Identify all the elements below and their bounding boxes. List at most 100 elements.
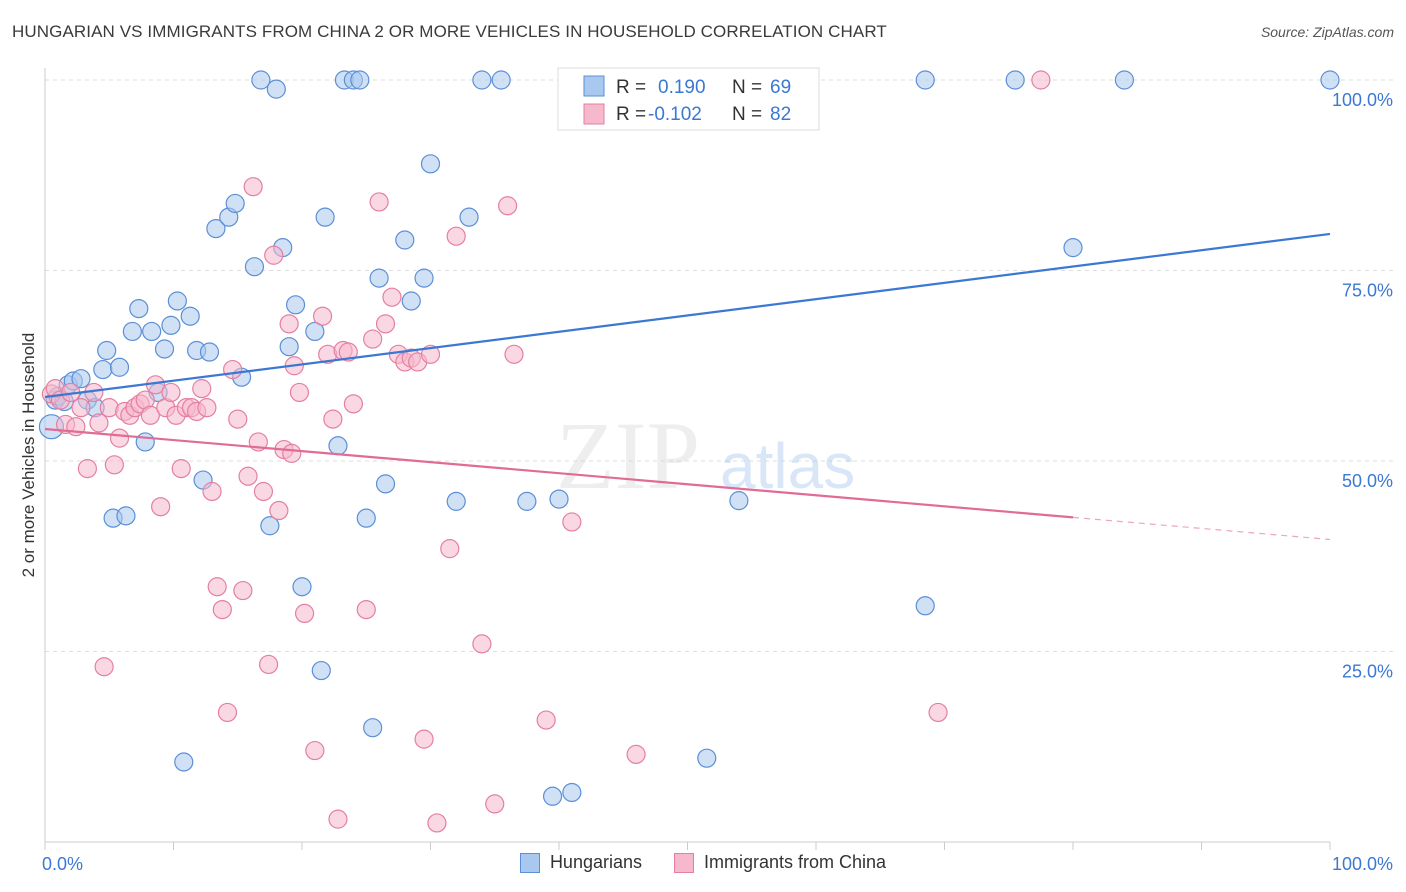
china-point-38 xyxy=(238,466,258,486)
hungarian-point-69 xyxy=(1320,70,1340,90)
china-point-25 xyxy=(171,459,191,479)
china-point-41 xyxy=(253,481,274,502)
hungarian-point-34 xyxy=(266,79,286,99)
hungarian-point-66 xyxy=(1005,70,1025,90)
hungarian-point-62 xyxy=(697,748,717,768)
china-point-76 xyxy=(536,710,556,730)
tick-labels: 25.0% 50.0% 75.0% 100.0% 0.0% 100.0% xyxy=(42,90,1393,874)
hungarian-point-39 xyxy=(305,321,325,342)
source-label: Source: ZipAtlas.com xyxy=(1260,24,1394,40)
china-point-12 xyxy=(104,455,124,475)
china-point-72 xyxy=(472,634,492,654)
x-tick-label-min: 0.0% xyxy=(42,854,83,874)
y-tick-label-2: 75.0% xyxy=(1342,281,1393,301)
legend-bottom: Hungarians Immigrants from China xyxy=(0,852,1406,873)
legend-r-label-2: R = xyxy=(616,104,646,125)
china-point-78 xyxy=(626,744,646,764)
china-point-13 xyxy=(109,428,130,448)
legend-swatch-pink xyxy=(583,103,605,125)
china-point-69 xyxy=(427,813,447,833)
hungarian-point-17 xyxy=(142,321,162,342)
legend-r-value-1: 0.190 xyxy=(658,77,706,98)
china-point-75 xyxy=(504,344,524,364)
china-point-77 xyxy=(562,512,582,532)
china-point-6 xyxy=(71,398,91,418)
china-point-61 xyxy=(375,314,396,334)
trend-line-1-dashed xyxy=(1072,516,1331,541)
china-point-42 xyxy=(258,654,279,675)
china-point-58 xyxy=(356,599,376,620)
hungarian-point-26 xyxy=(199,342,220,362)
china-point-73 xyxy=(485,794,505,814)
china-point-36 xyxy=(228,409,248,429)
hungarian-point-31 xyxy=(244,257,265,277)
china-point-57 xyxy=(343,394,363,414)
china-point-79 xyxy=(928,702,948,723)
china-point-50 xyxy=(305,740,325,761)
hungarian-point-42 xyxy=(328,436,348,456)
y-tick-label-0: 25.0% xyxy=(1342,662,1393,682)
legend-item-hungarians: Hungarians xyxy=(519,852,642,873)
hungarian-point-14 xyxy=(122,321,142,342)
hungarian-point-20 xyxy=(161,315,181,335)
y-tick-label-1: 50.0% xyxy=(1342,471,1393,491)
legend-r-value-2: -0.102 xyxy=(648,104,702,125)
china-point-34 xyxy=(217,702,238,723)
legend-top: R = 0.190 N = 69 R = -0.102 N = 82 xyxy=(557,67,820,131)
china-point-37 xyxy=(233,580,253,601)
hungarian-point-67 xyxy=(1063,238,1083,258)
hungarian-point-38 xyxy=(292,577,312,597)
hungarian-point-54 xyxy=(446,491,466,511)
china-point-71 xyxy=(446,226,466,246)
hungarian-point-64 xyxy=(915,596,935,616)
watermark-zip: ZIP xyxy=(556,402,700,509)
hungarian-point-56 xyxy=(472,70,492,90)
china-point-46 xyxy=(279,314,299,334)
hungarian-point-33 xyxy=(260,516,280,536)
hungarian-point-46 xyxy=(356,508,376,528)
hungarian-point-41 xyxy=(315,207,335,227)
china-point-67 xyxy=(414,729,434,749)
hungarian-point-48 xyxy=(369,268,389,288)
china-point-23 xyxy=(161,382,181,403)
china-point-56 xyxy=(338,342,358,362)
china-point-81 xyxy=(282,443,302,463)
legend-r-label-1: R = xyxy=(616,77,646,98)
china-point-19 xyxy=(140,405,160,425)
hungarian-point-6 xyxy=(71,369,91,389)
hungarian-point-22 xyxy=(174,752,194,772)
hungarian-point-36 xyxy=(279,337,299,357)
china-point-39 xyxy=(243,177,263,197)
legend-swatch-hungarians xyxy=(519,852,540,873)
hungarian-point-65 xyxy=(915,70,935,90)
china-point-74 xyxy=(498,196,518,216)
hungarian-point-55 xyxy=(459,207,479,227)
trend-lines xyxy=(44,232,1331,541)
china-point-43 xyxy=(264,245,284,265)
hungarian-point-51 xyxy=(401,291,421,311)
chart-title: HUNGARIAN VS IMMIGRANTS FROM CHINA 2 OR … xyxy=(12,22,887,41)
legend-swatch-blue xyxy=(583,75,605,97)
hungarian-point-68 xyxy=(1114,70,1135,90)
grid-lines xyxy=(45,79,1395,652)
hungarian-point-37 xyxy=(285,295,306,315)
hungarian-point-61 xyxy=(562,782,582,803)
china-point-44 xyxy=(269,500,289,521)
legend-label-immigrants-from-china: Immigrants from China xyxy=(704,852,887,872)
axes xyxy=(44,68,1331,850)
series-immigrants-from-china xyxy=(41,70,1051,833)
hungarian-point-49 xyxy=(375,474,396,494)
hungarian-point-15 xyxy=(129,299,149,319)
china-point-32 xyxy=(207,577,227,597)
watermark: ZIP atlas xyxy=(556,402,855,509)
legend-n-value-2: 82 xyxy=(770,104,791,125)
y-tick-label-3: 100.0% xyxy=(1332,90,1393,110)
hungarian-point-57 xyxy=(491,70,511,90)
series-hungarians xyxy=(38,70,1340,806)
china-point-68 xyxy=(420,344,441,364)
hungarian-point-58 xyxy=(517,491,537,511)
hungarian-point-19 xyxy=(154,339,175,359)
china-point-49 xyxy=(294,603,315,624)
hungarian-point-50 xyxy=(395,230,415,250)
